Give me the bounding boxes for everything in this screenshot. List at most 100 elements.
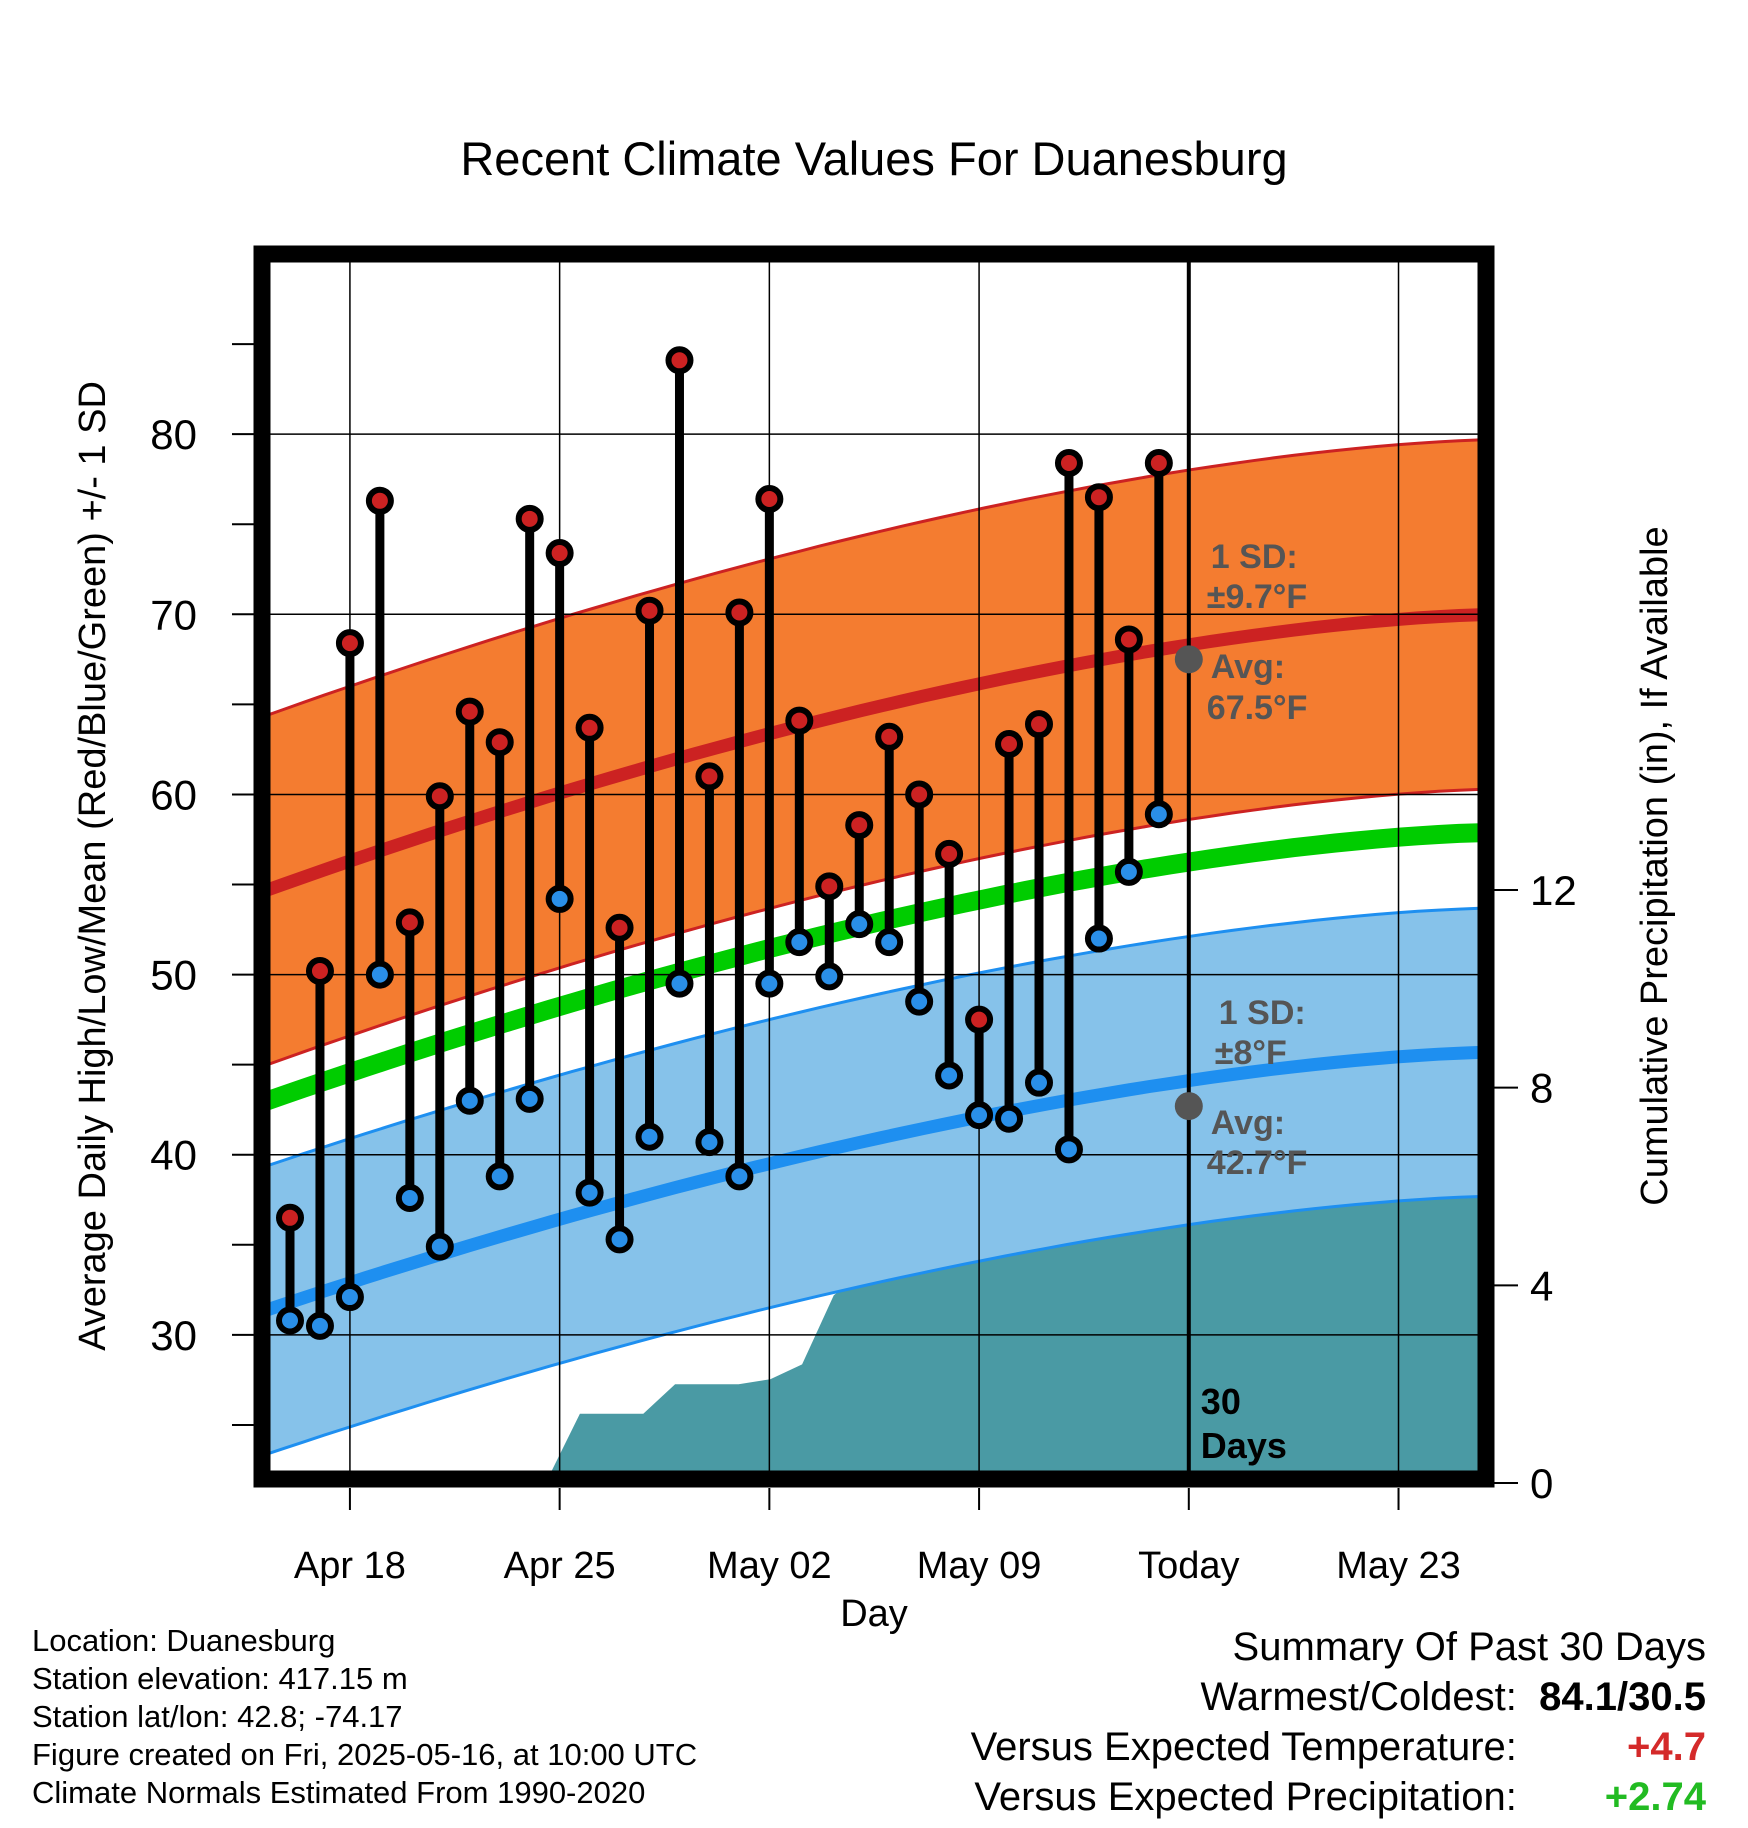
chart-title: Recent Climate Values For Duanesburg bbox=[460, 132, 1287, 185]
high-point bbox=[665, 346, 694, 375]
low-avg-value: 42.7°F bbox=[1207, 1144, 1308, 1182]
high-point bbox=[965, 1005, 994, 1034]
low-point bbox=[755, 969, 784, 998]
low-point bbox=[725, 1162, 754, 1191]
info-latlon: Station lat/lon: 42.8; -74.17 bbox=[32, 1699, 403, 1734]
high-point bbox=[1084, 483, 1113, 512]
low-point bbox=[605, 1225, 634, 1254]
high-point bbox=[365, 486, 394, 515]
high-point bbox=[395, 908, 424, 937]
low-point bbox=[905, 987, 934, 1016]
y-tick-label: 60 bbox=[150, 771, 197, 818]
y-tick-label: 30 bbox=[150, 1312, 197, 1359]
high-point bbox=[725, 598, 754, 627]
summary-title: Summary Of Past 30 Days bbox=[1232, 1625, 1706, 1669]
high-avg-label: Avg: bbox=[1211, 648, 1285, 686]
low-point bbox=[335, 1283, 364, 1312]
y-tick-label: 50 bbox=[150, 952, 197, 999]
summary-panel: Summary Of Past 30 Days Warmest/Coldest:… bbox=[971, 1622, 1706, 1822]
low-avg-label: Avg: bbox=[1211, 1104, 1285, 1142]
y-tick-label: 70 bbox=[150, 591, 197, 638]
summary-precip: Versus Expected Precipitation: +2.74 bbox=[971, 1772, 1706, 1822]
low-point bbox=[935, 1061, 964, 1090]
x-tick-label: Apr 18 bbox=[294, 1545, 406, 1587]
high-point bbox=[1025, 710, 1053, 739]
summary-warm-cold: Warmest/Coldest: 84.1/30.5 bbox=[971, 1672, 1707, 1722]
summary-temp: Versus Expected Temperature: +4.7 bbox=[971, 1722, 1706, 1772]
x-tick-label: Apr 25 bbox=[504, 1545, 616, 1587]
warm-cold-value: 84.1/30.5 bbox=[1539, 1675, 1706, 1719]
high-point bbox=[335, 629, 364, 658]
low-point bbox=[815, 962, 844, 991]
low-point bbox=[395, 1183, 424, 1212]
today-high-normal-marker bbox=[1174, 645, 1203, 674]
low-sd-value: ±8°F bbox=[1215, 1034, 1287, 1072]
precip-label: Versus Expected Precipitation: bbox=[974, 1775, 1517, 1819]
low-point bbox=[875, 928, 904, 957]
today-days-label: 30 bbox=[1201, 1381, 1241, 1422]
high-point bbox=[485, 728, 514, 757]
precipitation-area bbox=[262, 1156, 1486, 1479]
high-point bbox=[995, 730, 1024, 758]
normal-low-line bbox=[262, 1045, 1486, 1318]
high-point bbox=[905, 780, 934, 809]
high-point bbox=[815, 872, 844, 901]
high-point bbox=[1114, 625, 1143, 654]
high-point bbox=[845, 811, 874, 840]
high-point bbox=[545, 539, 574, 568]
high-point bbox=[785, 706, 814, 735]
high-point bbox=[935, 839, 964, 868]
low-point bbox=[1025, 1068, 1053, 1097]
low-point bbox=[785, 928, 814, 957]
x-tick-label: May 02 bbox=[707, 1545, 832, 1587]
low-point bbox=[1114, 857, 1143, 886]
low-point bbox=[515, 1084, 544, 1113]
info-normals: Climate Normals Estimated From 1990-2020 bbox=[32, 1775, 646, 1810]
low-point bbox=[276, 1306, 304, 1335]
low-sd-label: 1 SD: bbox=[1219, 994, 1306, 1032]
y-tick-label: 80 bbox=[150, 411, 197, 458]
temp-label: Versus Expected Temperature: bbox=[970, 1725, 1517, 1769]
low-point bbox=[305, 1311, 334, 1340]
high-point bbox=[755, 485, 784, 513]
high-point bbox=[515, 504, 544, 533]
warm-cold-label: Warmest/Coldest: bbox=[1200, 1675, 1517, 1719]
high-point bbox=[425, 782, 454, 811]
high-point bbox=[1144, 448, 1173, 477]
high-sd-band-upper bbox=[262, 438, 1486, 719]
low-point bbox=[1144, 800, 1173, 829]
x-axis-label: Day bbox=[840, 1593, 908, 1635]
high-point bbox=[1054, 448, 1083, 477]
info-created: Figure created on Fri, 2025-05-16, at 10… bbox=[32, 1737, 698, 1772]
precip-value: +2.74 bbox=[1604, 1775, 1706, 1819]
info-elevation: Station elevation: 417.15 m bbox=[32, 1661, 408, 1696]
high-avg-value: 67.5°F bbox=[1207, 689, 1308, 727]
temp-value: +4.7 bbox=[1627, 1725, 1706, 1769]
low-point bbox=[995, 1104, 1024, 1133]
high-point bbox=[635, 596, 664, 625]
plot-frame bbox=[253, 245, 1495, 1488]
high-point bbox=[875, 722, 904, 751]
high-point bbox=[605, 913, 634, 942]
low-point bbox=[1084, 924, 1113, 953]
today-low-normal-marker bbox=[1174, 1092, 1203, 1121]
low-point bbox=[575, 1178, 604, 1207]
low-point bbox=[965, 1101, 994, 1130]
high-sd-label: 1 SD: bbox=[1211, 538, 1298, 576]
low-point bbox=[695, 1128, 724, 1157]
low-sd-band bbox=[262, 908, 1486, 1456]
x-tick-label: Today bbox=[1138, 1545, 1239, 1587]
high-point bbox=[575, 713, 604, 742]
y2-tick-label: 8 bbox=[1530, 1065, 1553, 1112]
high-point bbox=[455, 697, 484, 726]
high-point bbox=[305, 956, 334, 985]
low-point bbox=[485, 1162, 514, 1191]
low-point bbox=[365, 960, 394, 989]
y2-tick-label: 12 bbox=[1530, 867, 1577, 914]
y2-tick-label: 4 bbox=[1530, 1262, 1553, 1309]
y-tick-label: 40 bbox=[150, 1132, 197, 1179]
y-axis-label: Average Daily High/Low/Mean (Red/Blue/Gr… bbox=[72, 381, 114, 1351]
low-sd-band-lower bbox=[262, 1194, 1486, 1458]
